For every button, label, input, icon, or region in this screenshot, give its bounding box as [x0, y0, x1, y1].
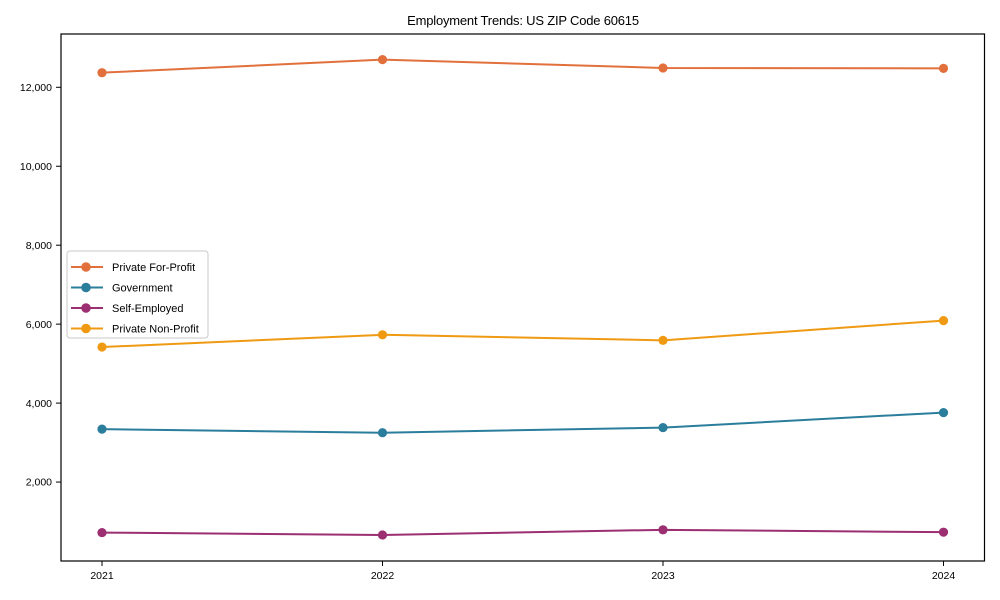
data-point-marker [97, 527, 107, 538]
y-tick-label: 4,000 [26, 398, 52, 410]
series-line [101, 58, 944, 74]
data-point-marker [938, 63, 949, 73]
data-point-marker [938, 527, 949, 537]
legend-marker-dot [81, 262, 91, 272]
data-point-marker [377, 55, 388, 65]
legend-label: Self-Employed [112, 303, 184, 315]
x-tick-label: 2024 [932, 570, 956, 582]
y-tick-label: 8,000 [26, 240, 52, 252]
legend-label: Government [112, 282, 173, 294]
y-tick-label: 12,000 [20, 82, 52, 94]
data-point-marker [97, 342, 107, 352]
series-line [101, 528, 944, 536]
x-tick-label: 2023 [651, 570, 675, 582]
y-tick-label: 6,000 [26, 319, 52, 331]
y-tick-label: 2,000 [26, 477, 52, 489]
data-point-marker [97, 68, 107, 78]
data-point-marker [658, 525, 668, 535]
plot-border [60, 33, 986, 562]
legend-box [66, 250, 209, 339]
data-point-marker [377, 330, 388, 340]
data-point-marker [377, 428, 388, 438]
chart-title: Employment Trends: US ZIP Code 60615 [407, 13, 639, 28]
legend-label: Private Non-Profit [112, 323, 199, 335]
data-point-marker [377, 530, 388, 540]
series-line [101, 319, 944, 349]
legend-marker-dot [81, 303, 91, 313]
legend-marker-dot [81, 323, 91, 334]
data-point-marker [658, 63, 668, 73]
x-tick-label: 2022 [371, 570, 395, 582]
legend-label: Private For-Profit [112, 262, 195, 274]
x-tick-label: 2021 [90, 570, 114, 582]
legend-marker-dot [81, 282, 91, 293]
data-point-marker [938, 315, 949, 326]
data-point-marker [938, 407, 949, 418]
series-line [101, 411, 944, 434]
data-point-marker [97, 424, 107, 434]
data-point-marker [658, 335, 668, 345]
data-point-marker [658, 422, 668, 433]
y-tick-label: 10,000 [20, 161, 52, 173]
